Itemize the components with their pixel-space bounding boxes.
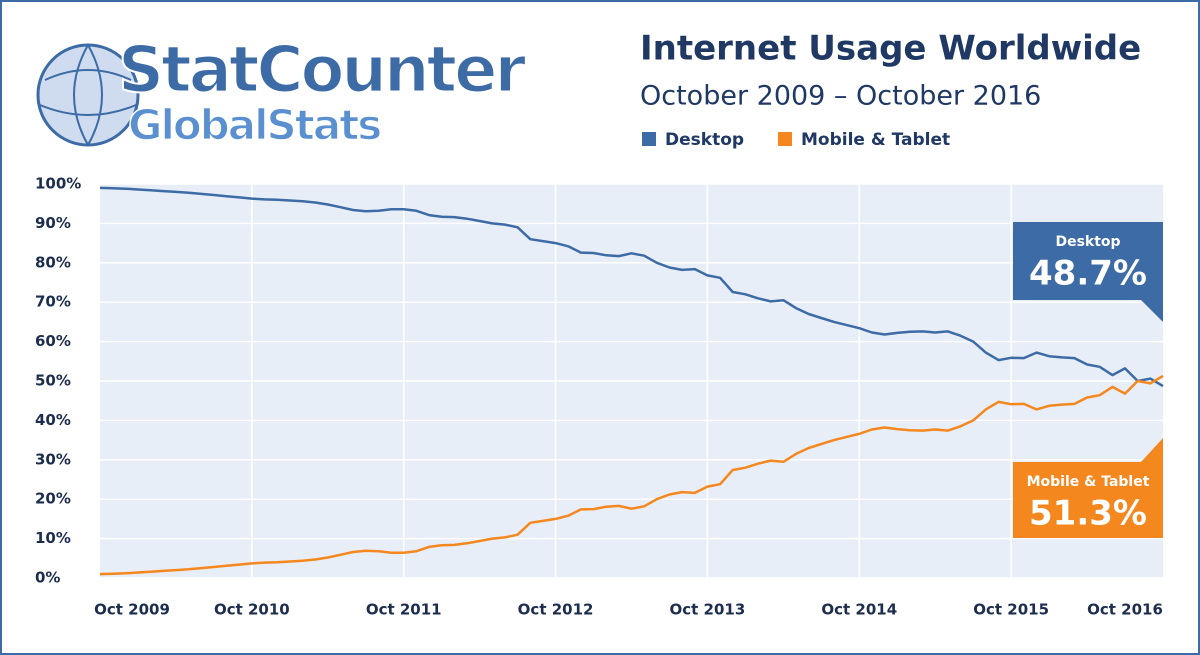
y-tick-label: 90% (35, 214, 71, 232)
callout-name: Mobile & Tablet (1027, 474, 1150, 490)
callout-name: Desktop (1055, 234, 1120, 250)
callout-value: 51.3% (1029, 494, 1147, 534)
x-tick-label: Oct 2016 (1087, 601, 1163, 619)
series-line (99, 374, 1164, 576)
series-line (99, 186, 1164, 388)
legend-label: Mobile & Tablet (801, 130, 950, 150)
callout-box (1013, 222, 1163, 322)
y-tick-label: 30% (35, 450, 71, 468)
y-tick-label: 70% (35, 293, 71, 311)
chart-title: Internet Usage Worldwide (640, 29, 1141, 69)
legend-label: Desktop (665, 130, 744, 150)
logo-name: StatCounter (118, 34, 527, 108)
logo-globe-lines (39, 44, 137, 146)
legend-swatch (642, 132, 656, 146)
y-tick-label: 100% (35, 175, 81, 193)
y-tick-label: 50% (35, 372, 71, 390)
x-tick-label: Oct 2011 (366, 601, 442, 619)
x-tick-label: Oct 2015 (973, 601, 1049, 619)
x-tick-label: Oct 2014 (821, 601, 897, 619)
callout-box (1013, 438, 1163, 538)
legend-swatch (778, 132, 792, 146)
y-tick-label: 10% (35, 529, 71, 547)
y-tick-label: 40% (35, 411, 71, 429)
x-tick-label: Oct 2009 (94, 601, 170, 619)
y-tick-label: 60% (35, 332, 71, 350)
x-tick-label: Oct 2013 (670, 601, 746, 619)
logo: StatCounter GlobalStats (36, 33, 531, 150)
y-tick-label: 0% (35, 569, 60, 587)
y-tick-label: 80% (35, 253, 71, 271)
logo-sub: GlobalStats (128, 101, 381, 150)
callout-value: 48.7% (1029, 254, 1147, 294)
y-tick-label: 20% (35, 490, 71, 508)
chart-subtitle: October 2009 – October 2016 (640, 81, 1041, 112)
x-tick-label: Oct 2012 (518, 601, 594, 619)
x-tick-label: Oct 2010 (214, 601, 290, 619)
